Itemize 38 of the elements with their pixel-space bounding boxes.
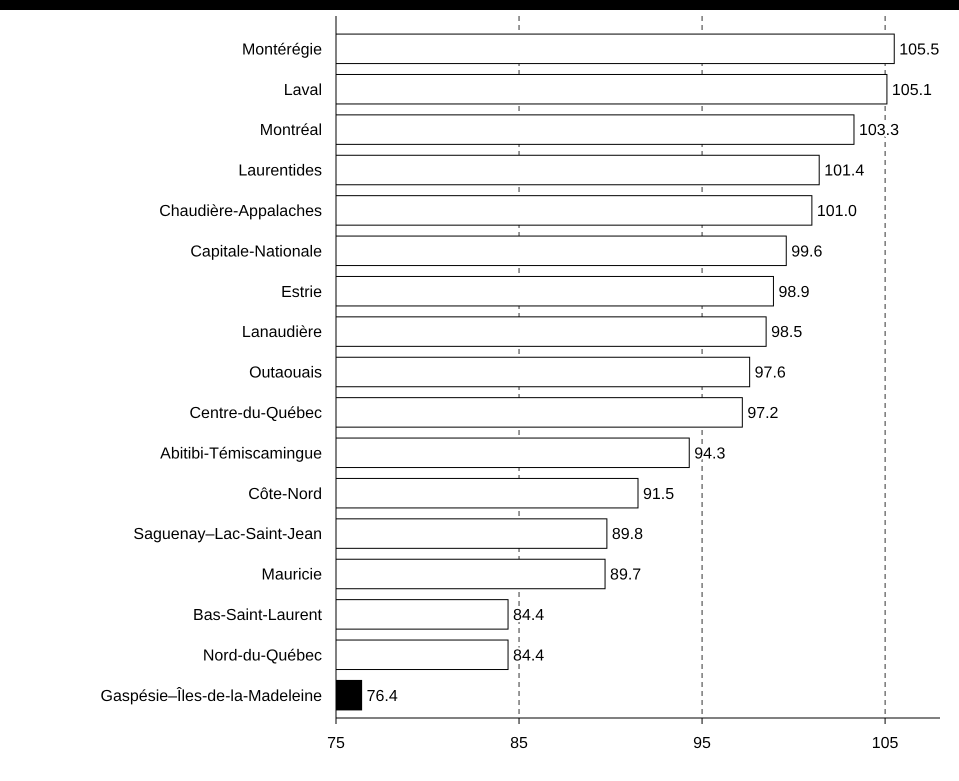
y-tick-label: Laurentides xyxy=(238,162,322,180)
data-label: 101.4 xyxy=(824,162,864,180)
y-tick-label: Côte-Nord xyxy=(248,486,322,503)
y-tick-label: Abitibi-Témiscamingue xyxy=(160,445,322,462)
y-tick-label: Saguenay–Lac-Saint-Jean xyxy=(133,526,322,544)
data-label: 84.4 xyxy=(513,606,544,624)
data-label: 99.6 xyxy=(791,243,822,260)
y-tick-label: Laval xyxy=(284,82,322,99)
y-tick-label: Nord-du-Québec xyxy=(202,647,322,664)
y-tick-label: Montérégie xyxy=(242,41,322,58)
data-label: 98.5 xyxy=(771,324,802,342)
x-tick-label: 75 xyxy=(327,735,345,752)
y-tick-label: Capitale-Nationale xyxy=(190,243,322,260)
x-tick-label: 105 xyxy=(872,735,899,752)
y-tick-label: Bas-Saint-Laurent xyxy=(193,606,323,624)
y-tick-label: Chaudière-Appalaches xyxy=(159,203,322,220)
data-label: 105.1 xyxy=(892,82,932,99)
data-label: 101.0 xyxy=(816,203,858,220)
data-label: 84.4 xyxy=(513,647,544,664)
data-label: 89.8 xyxy=(612,526,644,544)
data-label: 76.4 xyxy=(366,688,398,705)
data-label: 94.3 xyxy=(694,445,726,462)
y-tick-label: Gaspésie–Îles-de-la-Madeleine xyxy=(100,686,322,705)
data-label: 103.3 xyxy=(858,122,900,140)
data-label: 97.6 xyxy=(754,364,786,382)
y-tick-label: Estrie xyxy=(281,284,322,301)
y-tick-label: Montréal xyxy=(260,122,322,140)
data-label: 89.7 xyxy=(610,566,642,584)
data-label: 98.9 xyxy=(778,284,810,301)
y-tick-label: Centre-du-Québec xyxy=(189,404,322,422)
data-label: 97.2 xyxy=(747,404,779,422)
data-label: 91.5 xyxy=(643,486,674,503)
y-tick-label: Mauricie xyxy=(262,566,322,584)
y-tick-label: Lanaudière xyxy=(242,324,322,342)
x-tick-label: 85 xyxy=(510,735,528,752)
x-tick-label: 95 xyxy=(693,735,712,752)
y-tick-label: Outaouais xyxy=(249,364,322,382)
data-label: 105.5 xyxy=(899,41,940,58)
